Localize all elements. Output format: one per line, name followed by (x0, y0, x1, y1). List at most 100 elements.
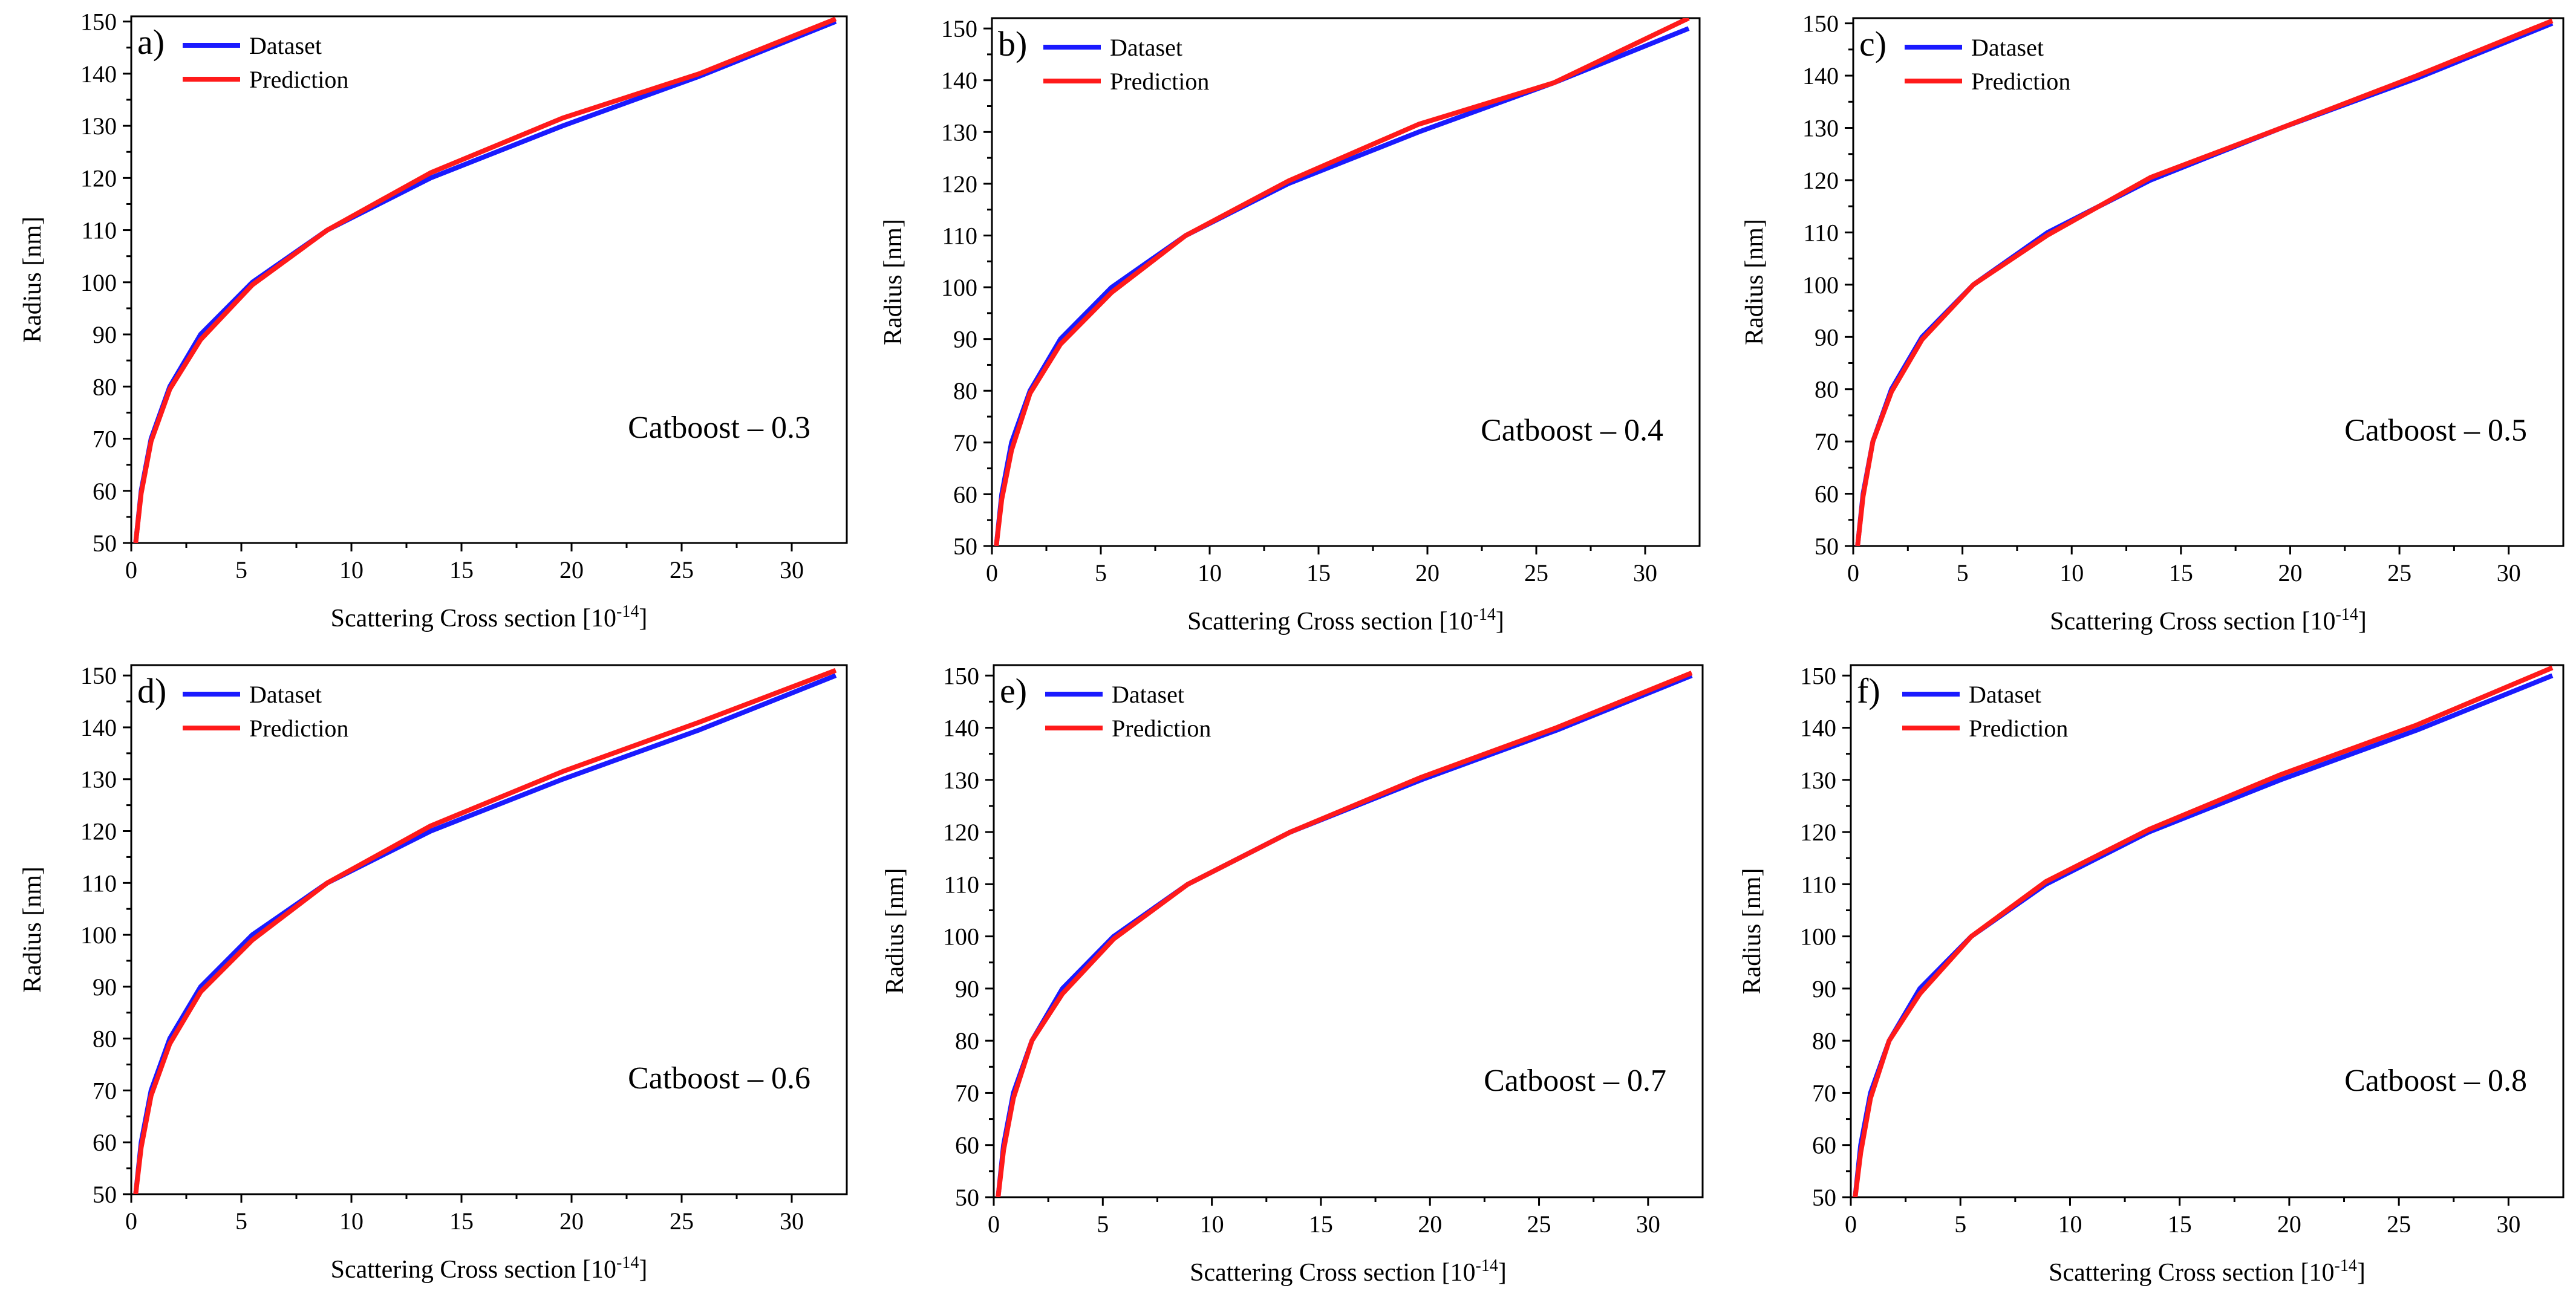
x-tick-label: 20 (559, 1207, 584, 1235)
y-tick-label: 110 (81, 217, 117, 244)
y-tick-label: 100 (1800, 923, 1836, 951)
x-tick-label: 0 (125, 1207, 137, 1235)
x-tick-label: 20 (2277, 1211, 2301, 1238)
series-line-prediction (1855, 18, 2554, 546)
y-tick-label: 130 (1800, 767, 1836, 794)
x-tick-label: 0 (125, 556, 137, 583)
y-tick-label: 60 (1815, 481, 1839, 508)
y-tick-label: 60 (1812, 1132, 1836, 1159)
panel-label: c) (1859, 24, 1886, 63)
plot-frame (991, 17, 1701, 547)
x-tick-label: 10 (339, 556, 364, 583)
y-tick-label: 130 (943, 767, 979, 794)
y-tick-label: 50 (953, 533, 977, 560)
y-tick-label: 50 (955, 1184, 979, 1211)
x-tick-label: 30 (780, 556, 804, 583)
x-tick-label: 30 (1633, 559, 1657, 587)
x-tick-label: 15 (2169, 559, 2193, 587)
x-tick-label: 25 (1527, 1211, 1551, 1238)
panel-label: a) (137, 22, 165, 62)
x-tick-label: 25 (670, 556, 694, 583)
panel-label: f) (1857, 671, 1880, 710)
x-tick-label: 15 (449, 1207, 474, 1235)
y-axis-label: Radius [nm] (19, 216, 47, 343)
x-tick-label: 10 (339, 1207, 364, 1235)
plot-frame (1850, 664, 2565, 1198)
x-tick-label: 5 (1954, 1211, 1966, 1238)
y-tick-label: 50 (93, 1181, 117, 1208)
y-tick-label: 140 (941, 67, 977, 94)
chart-panel-2: 0 5 10 15 20 25 30 50 60 70 80 90 100 110 120 130 140 150… (879, 15, 1701, 635)
x-tick-label: 10 (2059, 559, 2084, 587)
x-tick-label: 5 (1957, 559, 1969, 587)
y-tick-label: 100 (80, 269, 117, 296)
y-axis-label: Radius [nm] (19, 866, 47, 993)
y-tick-label: 110 (942, 222, 977, 249)
legend-label-dataset: Dataset (1112, 681, 1184, 708)
y-tick-label: 80 (93, 373, 117, 400)
y-tick-label: 150 (80, 8, 117, 36)
x-tick-label: 30 (2496, 1211, 2520, 1238)
legend-label-dataset: Dataset (1969, 681, 2041, 708)
y-tick-label: 110 (944, 871, 979, 898)
y-tick-label: 70 (93, 426, 117, 453)
y-tick-label: 150 (1802, 10, 1839, 37)
x-axis-label: Scattering Cross section [10-14] (1187, 605, 1504, 635)
y-tick-label: 120 (1800, 819, 1836, 846)
y-tick-label: 130 (80, 112, 117, 140)
y-tick-label: 120 (941, 171, 977, 198)
panel-label: d) (137, 671, 166, 710)
y-tick-label: 130 (80, 766, 117, 793)
y-axis-label: Radius [nm] (1738, 868, 1766, 995)
y-tick-label: 60 (953, 481, 977, 508)
x-tick-label: 10 (1198, 559, 1222, 587)
y-tick-label: 140 (1800, 715, 1836, 742)
y-tick-label: 60 (955, 1132, 979, 1159)
y-tick-label: 140 (80, 60, 117, 88)
y-tick-label: 90 (1815, 323, 1839, 351)
y-tick-label: 120 (943, 819, 979, 846)
y-tick-label: 150 (80, 662, 117, 689)
x-tick-label: 5 (1097, 1211, 1109, 1238)
x-tick-label: 0 (988, 1211, 1000, 1238)
y-tick-label: 110 (1803, 219, 1839, 246)
x-axis-label: Scattering Cross section [10-14] (2049, 1256, 2366, 1287)
legend-label-dataset: Dataset (1110, 34, 1182, 61)
x-axis-label: Scattering Cross section [10-14] (331, 602, 648, 632)
y-tick-label: 120 (80, 818, 117, 845)
x-tick-label: 15 (2168, 1211, 2192, 1238)
legend-label-dataset: Dataset (249, 681, 322, 708)
y-tick-label: 50 (1812, 1184, 1836, 1211)
y-tick-label: 140 (1802, 62, 1839, 89)
x-tick-label: 20 (559, 556, 584, 583)
x-tick-label: 0 (986, 559, 998, 587)
legend-label-prediction: Prediction (1110, 68, 1209, 95)
y-tick-label: 100 (1802, 271, 1839, 299)
series-line-prediction (996, 671, 1693, 1197)
series-line-prediction (994, 18, 1690, 546)
x-axis-label: Scattering Cross section [10-14] (1190, 1256, 1507, 1287)
legend-label-prediction: Prediction (1971, 68, 2070, 95)
y-axis-label: Radius [nm] (1741, 219, 1769, 345)
plot-frame (130, 664, 848, 1195)
y-tick-label: 50 (93, 530, 117, 557)
series-line-prediction (1853, 665, 2554, 1197)
chart-title: Catboost – 0.6 (628, 1061, 810, 1096)
x-tick-label: 20 (1415, 559, 1440, 587)
legend-label-prediction: Prediction (249, 715, 348, 742)
y-tick-label: 110 (81, 869, 117, 897)
x-tick-label: 0 (1847, 559, 1859, 587)
y-tick-label: 90 (953, 326, 977, 353)
plot-frame (130, 15, 848, 544)
y-tick-label: 90 (93, 321, 117, 348)
plot-frame (993, 664, 1704, 1198)
y-axis-label: Radius [nm] (881, 868, 909, 995)
y-tick-label: 100 (941, 274, 977, 301)
chart-title: Catboost – 0.7 (1484, 1064, 1666, 1098)
x-tick-label: 30 (780, 1207, 804, 1235)
y-tick-label: 70 (1815, 428, 1839, 455)
x-tick-label: 10 (2058, 1211, 2082, 1238)
chart-panel-3: 0 5 10 15 20 25 30 50 60 70 80 90 100 110 120 130 140 150… (1741, 10, 2565, 635)
y-tick-label: 90 (1812, 975, 1836, 1003)
